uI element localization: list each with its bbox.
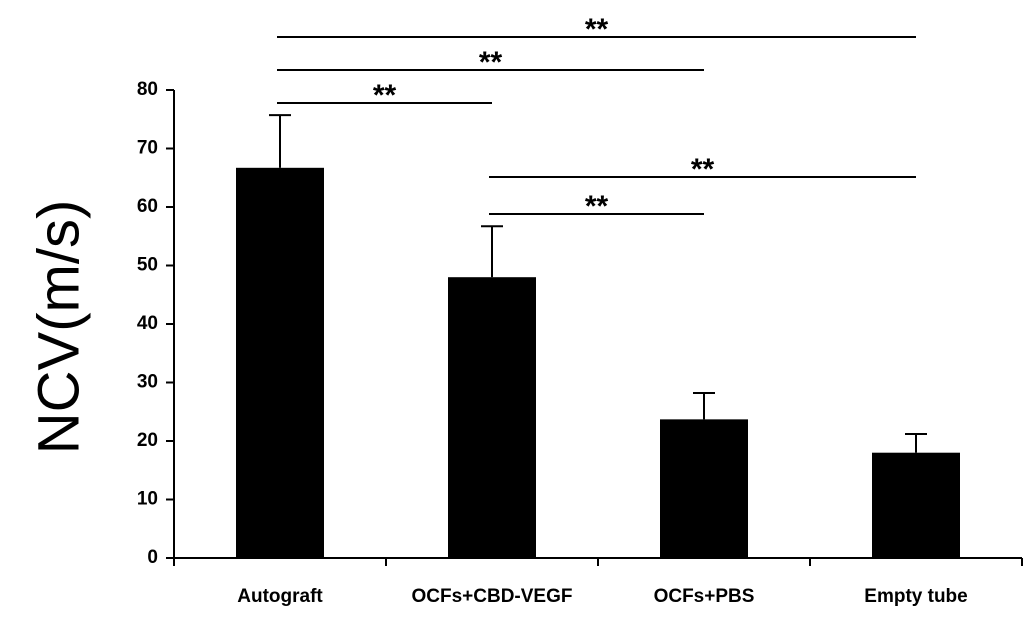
x-category-label: Autograft: [237, 586, 323, 607]
bar: [448, 277, 536, 558]
y-tick-label: 10: [137, 489, 158, 510]
bar: [872, 452, 960, 558]
y-tick-label: 0: [147, 547, 158, 568]
significance-label: **: [373, 79, 397, 112]
significance-label: **: [585, 13, 609, 46]
x-category-label: OCFs+CBD-VEGF: [412, 586, 573, 607]
error-bars: [269, 114, 927, 453]
y-tick-label: 70: [137, 138, 158, 159]
x-category-label: Empty tube: [864, 586, 967, 607]
x-category-label: OCFs+PBS: [654, 586, 755, 607]
y-ticks: 0 10 20 30 40 50 60 70 80: [137, 79, 174, 568]
bars: [236, 167, 960, 558]
y-axis-title: NCV(m/s): [26, 200, 91, 455]
y-tick-label: 20: [137, 430, 158, 451]
significance-label: **: [691, 153, 715, 186]
y-tick-label: 80: [137, 79, 158, 100]
y-tick-label: 30: [137, 372, 158, 393]
bar: [236, 167, 324, 558]
x-ticks: Autograft OCFs+CBD-VEGF OCFs+PBS Empty tube: [173, 558, 1023, 607]
y-tick-label: 50: [137, 255, 158, 276]
bar: [660, 419, 748, 558]
significance-label: **: [479, 46, 503, 79]
significance-label: **: [585, 190, 609, 223]
y-tick-label: 40: [137, 313, 158, 334]
significance-brackets: ** ** ** ** **: [277, 13, 916, 223]
y-tick-label: 60: [137, 196, 158, 217]
